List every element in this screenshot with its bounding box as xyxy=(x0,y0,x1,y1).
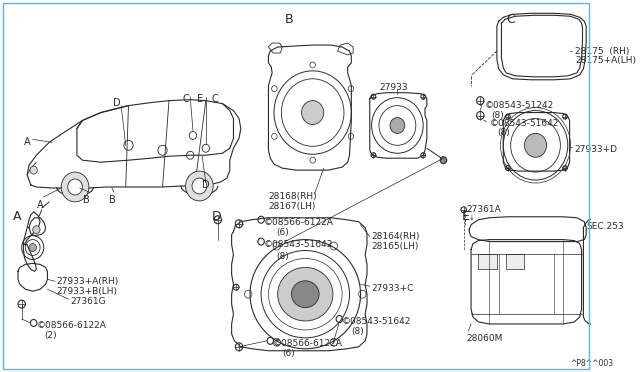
Text: ↓: ↓ xyxy=(468,215,474,221)
Text: (8): (8) xyxy=(276,251,289,260)
Text: D: D xyxy=(211,210,221,223)
Text: C: C xyxy=(182,94,189,104)
Text: ©08566-6122A: ©08566-6122A xyxy=(264,218,333,227)
Text: B: B xyxy=(83,195,90,205)
Text: ©08543-51242: ©08543-51242 xyxy=(485,101,554,110)
Ellipse shape xyxy=(291,281,319,308)
Text: (6): (6) xyxy=(276,228,289,237)
Text: 28167(LH): 28167(LH) xyxy=(268,202,316,211)
Text: ©08543-51642: ©08543-51642 xyxy=(490,119,559,128)
Text: 28164(RH): 28164(RH) xyxy=(372,232,420,241)
Text: 27361G: 27361G xyxy=(70,297,106,306)
Text: ©08566-6122A: ©08566-6122A xyxy=(36,321,106,330)
Text: ^P8^^003: ^P8^^003 xyxy=(570,359,614,368)
Text: B: B xyxy=(285,13,294,26)
Text: ©08566-6122A: ©08566-6122A xyxy=(273,339,343,348)
Text: E: E xyxy=(197,94,204,104)
Text: 27933+C: 27933+C xyxy=(372,284,414,293)
Circle shape xyxy=(33,226,40,234)
Circle shape xyxy=(30,166,37,174)
Bar xyxy=(506,254,524,269)
Text: (6): (6) xyxy=(282,349,295,358)
Text: 27933+B(LH): 27933+B(LH) xyxy=(57,287,118,296)
Text: C: C xyxy=(212,94,218,104)
Text: 27933+D: 27933+D xyxy=(574,145,617,154)
Circle shape xyxy=(524,134,547,157)
Circle shape xyxy=(29,244,36,251)
Text: 27933: 27933 xyxy=(380,83,408,92)
Text: D: D xyxy=(113,98,120,108)
Text: 28175  (RH): 28175 (RH) xyxy=(575,47,630,56)
Text: (2): (2) xyxy=(44,331,56,340)
Text: ©08543-51642: ©08543-51642 xyxy=(264,240,333,248)
Text: B: B xyxy=(109,195,115,205)
Text: 27361A: 27361A xyxy=(467,205,501,214)
Text: D: D xyxy=(202,180,210,190)
Circle shape xyxy=(186,171,213,201)
Text: 28060M: 28060M xyxy=(467,334,503,343)
Text: 28175+A(LH): 28175+A(LH) xyxy=(575,56,636,65)
Text: A: A xyxy=(36,200,44,210)
Text: (8): (8) xyxy=(497,128,509,137)
Text: (8): (8) xyxy=(492,110,504,119)
Text: ©08543-51642: ©08543-51642 xyxy=(342,317,412,326)
Circle shape xyxy=(301,101,324,125)
Ellipse shape xyxy=(278,267,333,321)
Circle shape xyxy=(390,118,404,134)
Text: 27933+A(RH): 27933+A(RH) xyxy=(57,277,119,286)
Text: 28168(RH): 28168(RH) xyxy=(268,192,317,201)
Circle shape xyxy=(192,178,207,194)
Text: SEC.253: SEC.253 xyxy=(586,222,624,231)
Circle shape xyxy=(61,172,89,202)
Bar xyxy=(479,254,497,269)
Text: A: A xyxy=(24,137,31,147)
Text: E: E xyxy=(462,210,470,223)
Text: C: C xyxy=(506,13,515,26)
Text: (8): (8) xyxy=(351,327,364,336)
Text: 28165(LH): 28165(LH) xyxy=(372,241,419,251)
Circle shape xyxy=(440,157,447,164)
Circle shape xyxy=(68,179,83,195)
Text: A: A xyxy=(12,210,21,223)
